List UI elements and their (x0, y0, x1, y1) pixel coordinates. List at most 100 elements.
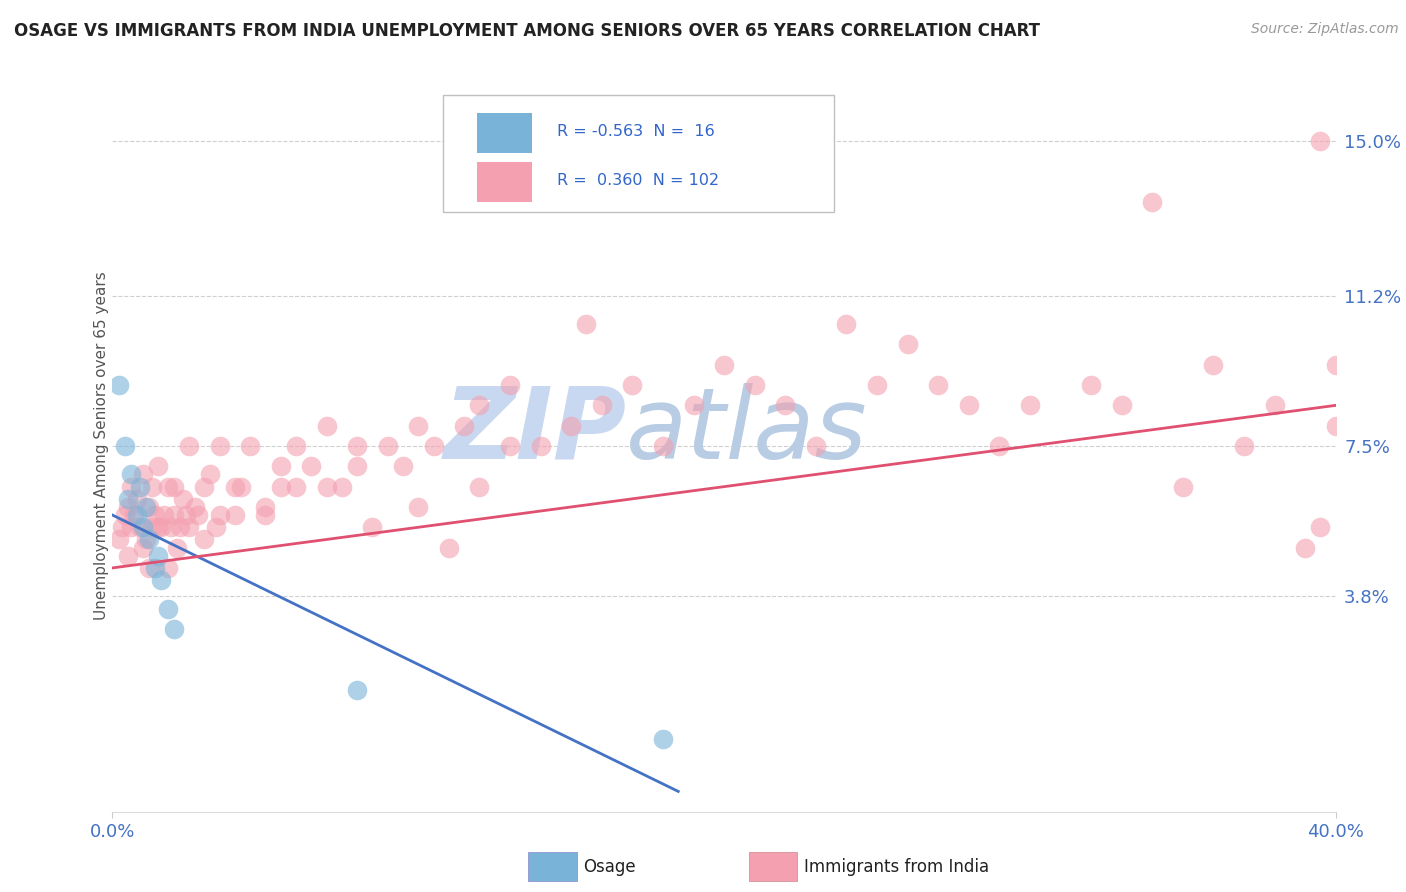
Text: Immigrants from India: Immigrants from India (804, 857, 988, 876)
Point (143, 508, 166, 522)
Point (156, 480, 179, 494)
FancyBboxPatch shape (529, 852, 578, 881)
Point (315, 480, 337, 494)
Point (270, 459, 292, 474)
Point (148, 520, 170, 534)
Point (200, 467, 222, 482)
Point (330, 480, 353, 494)
Point (1111, 398, 1133, 412)
Point (153, 508, 176, 522)
Point (120, 480, 142, 494)
Point (1294, 541, 1316, 555)
Point (1264, 398, 1286, 412)
Point (299, 459, 322, 474)
Point (159, 520, 181, 534)
Point (117, 491, 139, 506)
Point (141, 480, 163, 494)
Point (1309, 134, 1331, 148)
Point (346, 439, 368, 453)
Point (143, 561, 166, 575)
Point (1355, 480, 1378, 494)
Point (1340, 439, 1362, 453)
Point (114, 508, 136, 522)
Point (408, 418, 430, 433)
Point (156, 561, 179, 575)
Point (499, 378, 522, 392)
Point (107, 533, 129, 547)
Point (1324, 418, 1347, 433)
Point (132, 520, 155, 534)
Point (682, 398, 704, 412)
Point (957, 398, 980, 412)
FancyBboxPatch shape (443, 95, 834, 212)
Point (1018, 398, 1040, 412)
Point (988, 439, 1011, 453)
Point (184, 500, 207, 514)
Point (499, 439, 522, 453)
Point (193, 533, 215, 547)
Point (114, 439, 136, 453)
Point (187, 508, 209, 522)
Point (125, 508, 148, 522)
Point (835, 317, 858, 331)
Point (437, 541, 460, 555)
Point (224, 508, 246, 522)
Point (172, 491, 194, 506)
Point (163, 480, 186, 494)
Point (120, 520, 142, 534)
Point (239, 439, 262, 453)
Text: R =  0.360  N = 102: R = 0.360 N = 102 (557, 173, 718, 188)
Point (284, 480, 308, 494)
Point (575, 317, 598, 331)
Point (135, 500, 157, 514)
Point (254, 500, 277, 514)
Point (422, 439, 444, 453)
Text: OSAGE VS IMMIGRANTS FROM INDIA UNEMPLOYMENT AMONG SENIORS OVER 65 YEARS CORRELAT: OSAGE VS IMMIGRANTS FROM INDIA UNEMPLOYM… (14, 22, 1040, 40)
Point (377, 439, 399, 453)
Point (205, 520, 228, 534)
Point (652, 731, 675, 746)
Point (138, 533, 160, 547)
Point (150, 573, 173, 587)
Point (897, 337, 920, 351)
Point (229, 480, 252, 494)
Point (591, 398, 613, 412)
Point (163, 622, 186, 636)
Point (1233, 439, 1256, 453)
Point (1202, 358, 1225, 372)
FancyBboxPatch shape (477, 113, 531, 153)
Point (453, 418, 475, 433)
Point (254, 508, 277, 522)
Text: R = -0.563  N =  16: R = -0.563 N = 16 (557, 124, 714, 139)
Point (107, 378, 129, 392)
Point (1080, 378, 1102, 392)
Point (468, 398, 491, 412)
Point (1171, 480, 1194, 494)
Point (1309, 520, 1331, 534)
Point (122, 508, 145, 522)
Point (150, 520, 173, 534)
Point (927, 378, 949, 392)
Point (166, 541, 188, 555)
Point (529, 439, 551, 453)
Point (117, 549, 139, 563)
Point (1142, 195, 1164, 210)
Text: Osage: Osage (583, 857, 636, 876)
Point (174, 508, 197, 522)
Point (132, 467, 155, 482)
Point (744, 378, 766, 392)
Point (652, 439, 675, 453)
Point (773, 398, 796, 412)
Point (315, 418, 337, 433)
Point (346, 682, 368, 697)
Point (132, 541, 155, 555)
Point (284, 439, 308, 453)
Text: atlas: atlas (626, 383, 868, 480)
Point (177, 520, 200, 534)
Text: ZIP: ZIP (443, 383, 626, 480)
Point (177, 439, 200, 453)
Point (129, 480, 152, 494)
Y-axis label: Unemployment Among Seniors over 65 years: Unemployment Among Seniors over 65 years (94, 272, 108, 620)
Point (193, 480, 215, 494)
Text: Source: ZipAtlas.com: Source: ZipAtlas.com (1251, 22, 1399, 37)
